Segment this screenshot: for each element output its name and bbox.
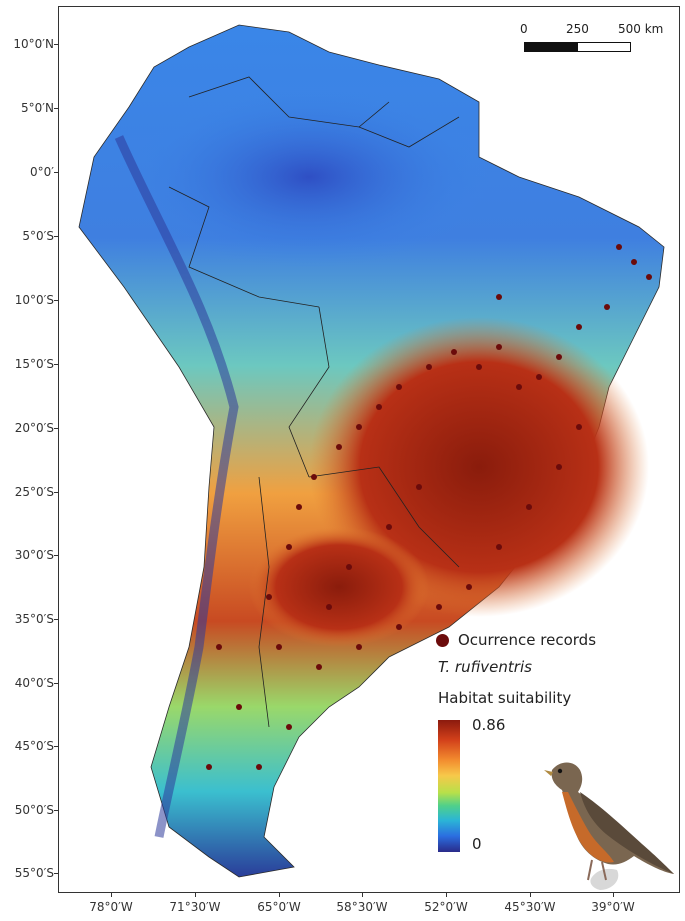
lat-label: 50°0′S [14,803,54,817]
lat-label: 55°0′S [14,866,54,880]
lat-tick [54,555,58,556]
legend-suitability-title: Habitat suitability [438,689,572,707]
lon-label: 39°0′W [591,900,635,914]
andes-band [114,135,239,838]
lat-tick [54,428,58,429]
legend-species-name: T. rufiventris [438,658,532,676]
lon-label: 65°0′W [257,900,301,914]
lon-tick [446,893,447,897]
lat-tick [54,746,58,747]
lat-tick [54,683,58,684]
lat-tick [54,44,58,45]
lat-tick [54,300,58,301]
lat-tick [54,619,58,620]
legend-min-value: 0 [472,835,482,853]
legend-occurrence-label: Ocurrence records [458,631,597,649]
lat-tick [54,364,58,365]
lon-label: 78°0′W [89,900,133,914]
lon-tick [613,893,614,897]
high-suitability-south [249,527,429,647]
occurrence-dot-icon [436,634,449,647]
lat-label: 5°0′N [21,101,54,115]
lon-label: 45°30′W [504,900,556,914]
lon-label: 71°30′W [169,900,221,914]
lat-label: 20°0′S [14,421,54,435]
scale-tick-250: 250 [566,22,589,36]
scale-bar-white-segment [577,42,631,52]
lon-label: 58°30′W [336,900,388,914]
suitability-map [78,24,665,878]
scale-tick-500: 500 km [618,22,664,36]
lat-tick [54,492,58,493]
lon-tick [362,893,363,897]
lat-label: 10°0′S [14,293,54,307]
suitability-color-ramp [438,720,460,852]
bird-illustration [544,762,674,890]
lat-tick [54,172,58,173]
lat-tick [54,108,58,109]
legend: Ocurrence records T. rufiventris Habitat… [432,628,672,868]
lon-label: 52°0′W [424,900,468,914]
scale-tick-0: 0 [520,22,528,36]
lon-tick [530,893,531,897]
lat-label: 0°0′ [30,165,54,179]
lat-label: 35°0′S [14,612,54,626]
amazon-low-suitability [129,87,489,267]
lon-tick [111,893,112,897]
lat-label: 25°0′S [14,485,54,499]
lat-tick [54,236,58,237]
lon-tick [279,893,280,897]
lat-label: 15°0′S [14,357,54,371]
lat-tick [54,810,58,811]
occurrence-records [206,244,652,770]
country-borders [168,76,460,728]
scale-bar: 0 250 500 km [518,22,663,62]
lat-label: 5°0′S [22,229,54,243]
map-frame [58,6,680,893]
lon-tick [195,893,196,897]
lat-label: 45°0′S [14,739,54,753]
lat-label: 10°0′N [13,37,54,51]
lat-label: 40°0′S [14,676,54,690]
lat-label: 30°0′S [14,548,54,562]
legend-max-value: 0.86 [472,716,506,734]
lat-tick [54,873,58,874]
scale-bar-black-segment [524,42,577,52]
